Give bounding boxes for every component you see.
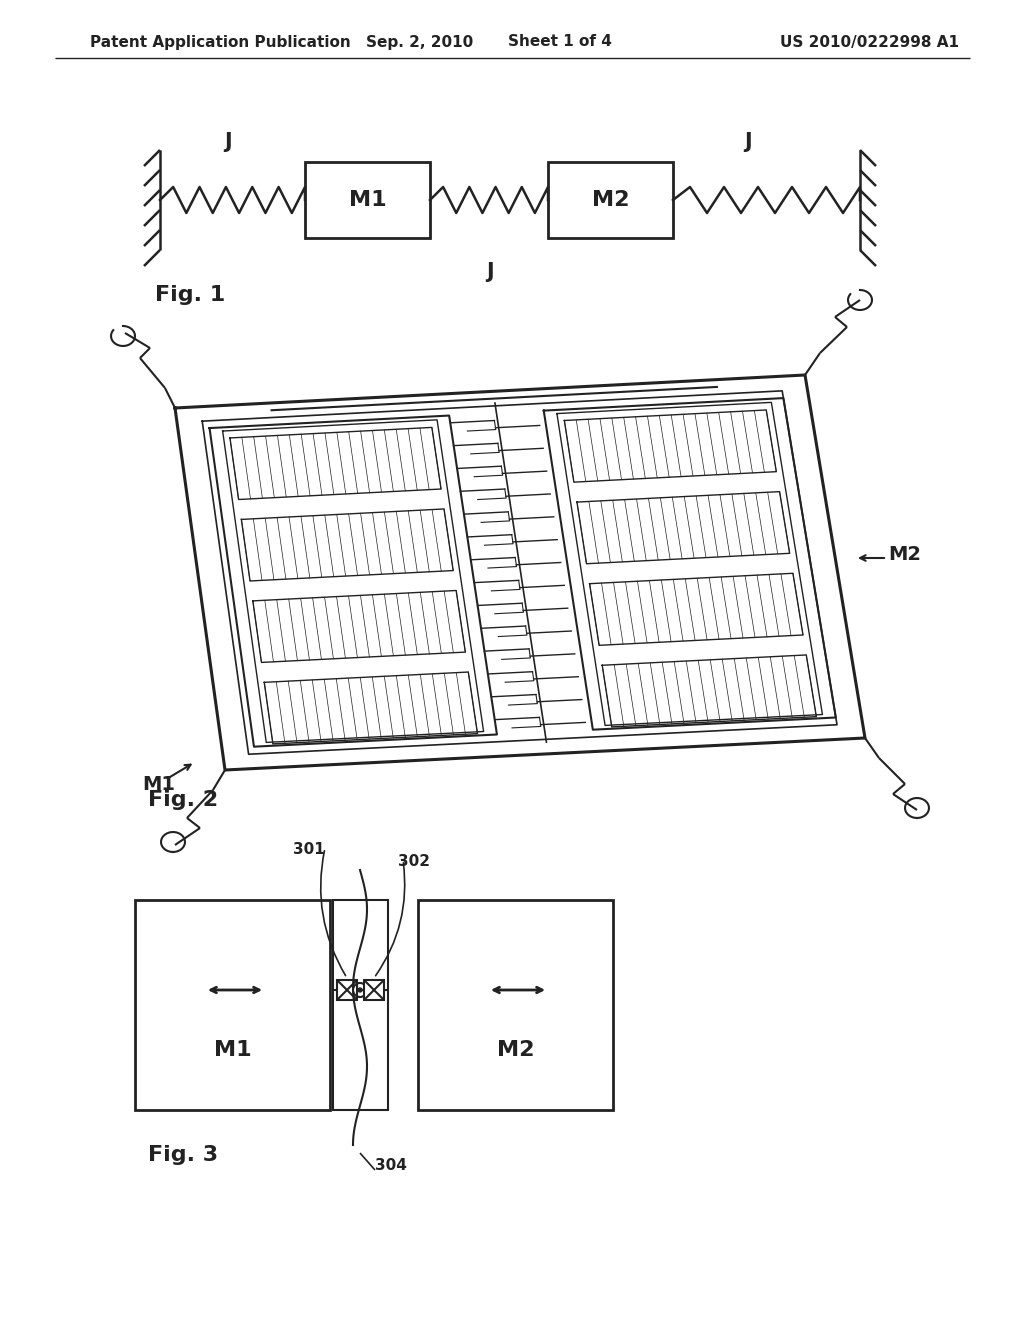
- Text: J: J: [486, 261, 494, 282]
- Text: Fig. 1: Fig. 1: [155, 285, 225, 305]
- Bar: [305, 162, 430, 238]
- Text: M1: M1: [142, 776, 175, 795]
- Text: M1: M1: [349, 190, 386, 210]
- Bar: [548, 162, 673, 238]
- Text: J: J: [224, 132, 231, 152]
- Circle shape: [358, 987, 362, 993]
- Text: M2: M2: [592, 190, 630, 210]
- Text: US 2010/0222998 A1: US 2010/0222998 A1: [780, 34, 959, 49]
- Text: Fig. 3: Fig. 3: [148, 1144, 218, 1166]
- Text: 301: 301: [293, 842, 325, 858]
- Text: 304: 304: [375, 1158, 407, 1172]
- Text: J: J: [744, 132, 752, 152]
- Bar: [418, 900, 613, 1110]
- Text: M1: M1: [214, 1040, 251, 1060]
- Text: M2: M2: [497, 1040, 535, 1060]
- Text: Patent Application Publication: Patent Application Publication: [90, 34, 351, 49]
- Text: Fig. 2: Fig. 2: [148, 789, 218, 810]
- Text: 302: 302: [398, 854, 430, 870]
- Bar: [337, 979, 357, 1001]
- Text: Sep. 2, 2010: Sep. 2, 2010: [367, 34, 474, 49]
- Text: M2: M2: [888, 545, 921, 565]
- Bar: [364, 979, 384, 1001]
- Bar: [333, 900, 388, 1110]
- Bar: [135, 900, 330, 1110]
- Text: Sheet 1 of 4: Sheet 1 of 4: [508, 34, 612, 49]
